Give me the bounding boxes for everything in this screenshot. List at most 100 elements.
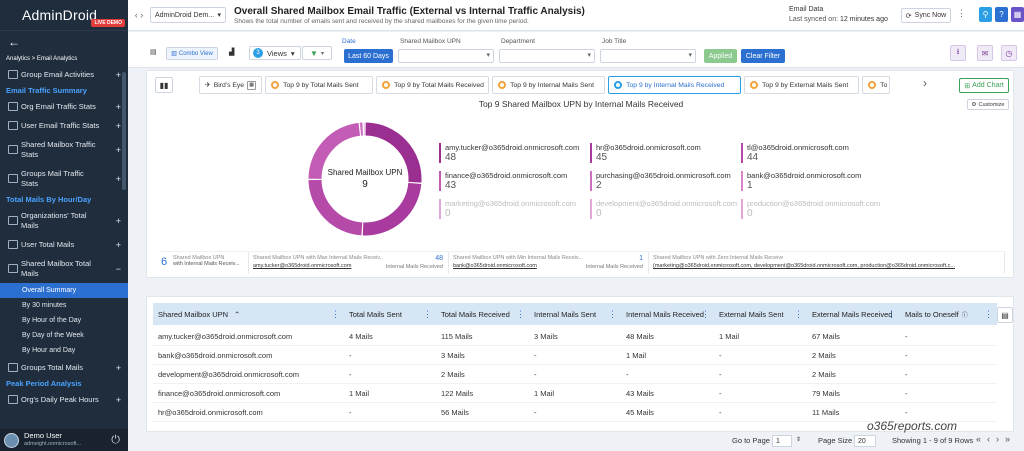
- document-icon[interactable]: ▤: [150, 49, 157, 56]
- sidebar-scrollbar[interactable]: [122, 72, 126, 190]
- last-page-icon[interactable]: »: [1005, 434, 1017, 444]
- legend-item[interactable]: tl@o365droid.onmicrosoft.com 44: [741, 143, 891, 163]
- sidebar-item[interactable]: Groups Total Mails +: [0, 358, 128, 377]
- column-menu-icon[interactable]: ⋮: [608, 308, 617, 319]
- chart-tab[interactable]: Top 9 by Total Mails Received: [376, 76, 490, 94]
- summary-link[interactable]: bank@o365droid.onmicrosoft.com: [453, 263, 537, 269]
- table-row[interactable]: bank@o365droid.onmicrosoft.com - 3 Mails - 1…: [153, 346, 997, 365]
- expand-icon[interactable]: +: [115, 101, 121, 112]
- summary-link[interactable]: amy.tucker@o365droid.onmicrosoft.com: [253, 263, 352, 269]
- chart-tab[interactable]: Top 9 by Internal Mails Received: [608, 76, 742, 94]
- column-header[interactable]: External Mails Sent ⋮: [714, 303, 807, 325]
- add-chart-button[interactable]: ⊞ Add Chart: [959, 78, 1009, 93]
- department-filter[interactable]: [499, 49, 595, 63]
- chart-tab[interactable]: Top 9 by External Mails Sent: [744, 76, 860, 94]
- column-menu-icon[interactable]: ⋮: [984, 308, 993, 319]
- birds-eye-button[interactable]: ✈ Bird's Eye ▦: [199, 76, 263, 94]
- chart-tab[interactable]: Top 9 by Total Mails Sent: [265, 76, 374, 94]
- column-chooser-icon[interactable]: ▤: [997, 307, 1013, 323]
- expand-icon[interactable]: +: [115, 173, 121, 184]
- collapse-icon[interactable]: −: [115, 263, 121, 274]
- column-menu-icon[interactable]: ⋮: [887, 308, 896, 319]
- legend-item[interactable]: bank@o365droid.onmicrosoft.com 1: [741, 171, 891, 191]
- clear-filter-button[interactable]: Clear Filter: [741, 49, 785, 63]
- nav-arrows-icon[interactable]: ‹ ›: [134, 10, 144, 20]
- page-size-input[interactable]: 20: [854, 435, 876, 447]
- grid-toggle-icon[interactable]: ▦: [247, 80, 257, 90]
- column-menu-icon[interactable]: ⋮: [423, 308, 432, 319]
- donut-slice[interactable]: [308, 179, 363, 236]
- table-row[interactable]: hr@o365droid.onmicrosoft.com - 56 Mails - 45…: [153, 403, 997, 422]
- job-title-filter[interactable]: [600, 49, 696, 63]
- applied-button[interactable]: Applied: [704, 49, 737, 63]
- power-icon[interactable]: ⏻: [111, 433, 120, 446]
- column-header[interactable]: Total Mails Received ⋮: [436, 303, 529, 325]
- column-menu-icon[interactable]: ⋮: [794, 308, 803, 319]
- sort-asc-icon[interactable]: ⌃: [234, 309, 241, 319]
- sidebar-item[interactable]: By Hour of the Day: [0, 313, 128, 328]
- column-header[interactable]: Internal Mails Received ⋮: [621, 303, 714, 325]
- more-options-icon[interactable]: ⋮: [957, 8, 966, 18]
- customize-button[interactable]: ⚙ Customize: [967, 99, 1009, 110]
- chart-view-icon[interactable]: ▟: [229, 49, 235, 56]
- schedule-icon[interactable]: ◷: [1001, 45, 1017, 61]
- avatar[interactable]: [4, 432, 19, 448]
- legend-item[interactable]: amy.tucker@o365droid.onmicrosoft.com 48: [439, 143, 589, 163]
- sidebar-item[interactable]: User Total Mails +: [0, 235, 128, 254]
- filter-button[interactable]: ▼ ▾: [302, 46, 332, 60]
- sidebar-item[interactable]: User Email Traffic Stats +: [0, 116, 128, 135]
- column-header[interactable]: Shared Mailbox UPN ⌃ ⋮: [153, 303, 344, 325]
- sidebar-item[interactable]: By Day of the Week: [0, 328, 128, 343]
- table-row[interactable]: amy.tucker@o365droid.onmicrosoft.com 4 Ma…: [153, 327, 997, 346]
- brand[interactable]: AdminDroid LIVE DEMO: [0, 0, 128, 31]
- sidebar-item[interactable]: Organizations' Total Mails +: [0, 206, 128, 235]
- download-icon[interactable]: ⭳: [950, 45, 966, 61]
- chart-tab[interactable]: To: [862, 76, 891, 94]
- tenant-select[interactable]: AdminDroid Dem... ▾: [150, 7, 226, 23]
- apps-icon[interactable]: ▦: [1011, 7, 1024, 22]
- column-menu-icon[interactable]: ⋮: [331, 308, 340, 319]
- expand-icon[interactable]: +: [115, 120, 121, 131]
- expand-icon[interactable]: +: [115, 69, 121, 80]
- column-header[interactable]: Mails to Oneself ⓘ ⋮: [900, 303, 997, 325]
- summary-link[interactable]: (marketing@o365droid.onmicrosoft.com, de…: [653, 263, 955, 269]
- donut-slice[interactable]: [308, 122, 361, 180]
- expand-icon[interactable]: +: [115, 144, 121, 155]
- mail-icon[interactable]: ✉: [977, 45, 993, 61]
- expand-icon[interactable]: +: [115, 239, 121, 250]
- donut-slice[interactable]: [362, 182, 422, 236]
- goto-page-input[interactable]: 1: [772, 435, 792, 447]
- next-page-icon[interactable]: ›: [996, 434, 1006, 444]
- column-header[interactable]: Internal Mails Sent ⋮: [529, 303, 621, 325]
- back-arrow-icon[interactable]: ←: [8, 35, 20, 49]
- column-header[interactable]: Total Mails Sent ⋮: [344, 303, 436, 325]
- sidebar-item[interactable]: By Hour and Day: [0, 343, 128, 358]
- sync-now-button[interactable]: ⟳ Sync Now: [901, 8, 951, 23]
- donut-slice[interactable]: [365, 122, 422, 183]
- legend-item[interactable]: finance@o365droid.onmicrosoft.com 43: [439, 171, 589, 191]
- table-row[interactable]: finance@o365droid.onmicrosoft.com 1 Mail 1…: [153, 384, 997, 403]
- sidebar-item[interactable]: Overall Summary: [0, 283, 128, 298]
- bar-chart-icon[interactable]: ▮▮: [155, 77, 173, 93]
- column-menu-icon[interactable]: ⋮: [516, 308, 525, 319]
- views-dropdown[interactable]: 3 Views ▾: [249, 46, 301, 60]
- sidebar-item[interactable]: By 30 minutes: [0, 298, 128, 313]
- legend-item[interactable]: development@o365droid.onmicrosoft.com 0: [590, 199, 740, 219]
- table-row[interactable]: development@o365droid.onmicrosoft.com - 2 …: [153, 365, 997, 384]
- date-range-button[interactable]: Last 60 Days: [344, 49, 393, 63]
- expand-icon[interactable]: +: [115, 362, 121, 373]
- legend-item[interactable]: hr@o365droid.onmicrosoft.com 45: [590, 143, 740, 163]
- column-header[interactable]: External Mails Received ⋮: [807, 303, 900, 325]
- sidebar-item[interactable]: Org's Daily Peak Hours +: [0, 390, 128, 409]
- chart-tab[interactable]: Top 9 by Internal Mails Sent: [492, 76, 606, 94]
- expand-icon[interactable]: +: [115, 215, 121, 226]
- help-icon[interactable]: ?: [995, 7, 1008, 22]
- expand-icon[interactable]: +: [115, 394, 121, 405]
- first-page-icon[interactable]: «: [976, 434, 988, 444]
- prev-page-icon[interactable]: ‹: [987, 434, 997, 444]
- sidebar-item[interactable]: Org Email Traffic Stats +: [0, 97, 128, 116]
- sidebar-item[interactable]: Groups Mail Traffic Stats +: [0, 164, 128, 193]
- spinner-icon[interactable]: ⇕: [796, 437, 802, 443]
- legend-item[interactable]: marketing@o365droid.onmicrosoft.com 0: [439, 199, 589, 219]
- sidebar-item[interactable]: Shared Mailbox Total Mails −: [0, 254, 128, 283]
